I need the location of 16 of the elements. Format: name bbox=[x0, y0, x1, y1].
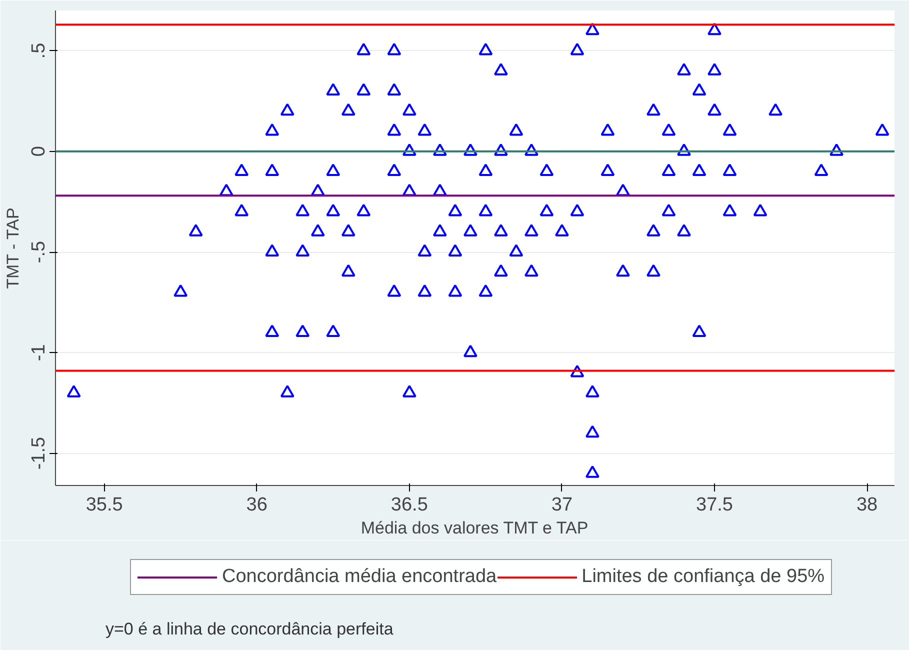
y-tick-label: 0 bbox=[28, 146, 50, 157]
text: y=0 é a linha de concordância perfeita bbox=[106, 620, 394, 638]
legend-label: Concordância média encontrada bbox=[222, 566, 497, 588]
legend-label: Limites de confiança de 95% bbox=[582, 566, 825, 588]
y-tick-label: -1 bbox=[28, 344, 50, 362]
y-tick-label: -1.5 bbox=[28, 436, 50, 470]
x-tick-label: 36 bbox=[246, 494, 268, 516]
y-tick-label: .5 bbox=[28, 42, 50, 59]
x-tick-label: 36.5 bbox=[390, 494, 428, 516]
x-tick-label: 37.5 bbox=[696, 494, 733, 516]
x-tick-label: 38 bbox=[856, 494, 878, 516]
y-tick-label: -.5 bbox=[28, 240, 50, 264]
x-tick-label: 35.5 bbox=[86, 494, 123, 516]
x-tick-label: 37 bbox=[551, 494, 573, 516]
x-axis-title: Média dos valores TMT e TAP bbox=[360, 518, 588, 538]
y-axis-title: TMT - TAP bbox=[4, 208, 22, 289]
